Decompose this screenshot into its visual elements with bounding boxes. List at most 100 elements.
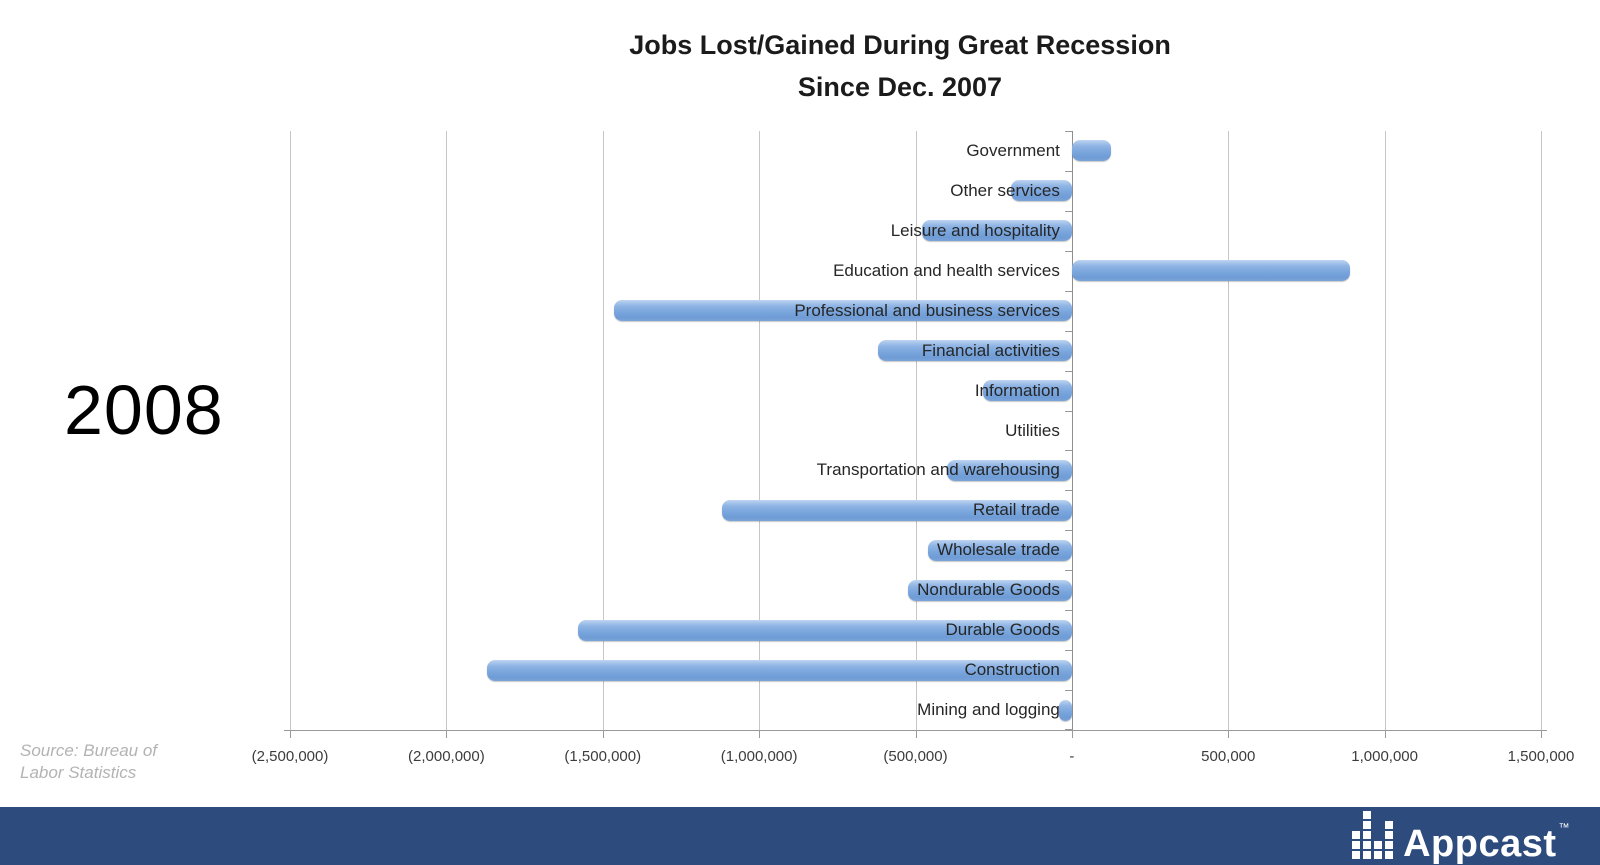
chart-title: Jobs Lost/Gained During Great Recession … bbox=[400, 24, 1400, 108]
category-axis-tick bbox=[1064, 690, 1072, 692]
gridline bbox=[759, 131, 761, 730]
gridline bbox=[446, 131, 448, 730]
logo-icon-square bbox=[1385, 820, 1394, 829]
gridline bbox=[915, 131, 917, 730]
category-label: Financial activities bbox=[921, 340, 1060, 360]
category-axis-tick bbox=[1064, 490, 1072, 492]
x-tick-label: 1,500,000 bbox=[1507, 748, 1575, 765]
category-axis-tick bbox=[1064, 450, 1072, 452]
bar bbox=[946, 459, 1072, 481]
year-label: 2008 bbox=[64, 371, 224, 449]
x-axis-tick bbox=[1384, 730, 1386, 738]
x-tick-label: (500,000) bbox=[883, 748, 948, 765]
logo-icon-square bbox=[1374, 840, 1383, 849]
x-axis-tick bbox=[602, 730, 604, 738]
logo-icon-column bbox=[1363, 810, 1372, 859]
category-axis-tick bbox=[1064, 250, 1072, 252]
x-tick-label: (1,000,000) bbox=[720, 748, 798, 765]
source-note-line1: Source: Bureau of bbox=[20, 741, 158, 760]
x-tick-label: - bbox=[1069, 748, 1075, 765]
x-axis-tick bbox=[915, 730, 917, 738]
gridline bbox=[290, 131, 291, 730]
logo-icon-square bbox=[1363, 810, 1372, 819]
bar bbox=[1071, 260, 1351, 282]
x-tick-label: 1,000,000 bbox=[1351, 748, 1418, 765]
category-axis-tick bbox=[1064, 410, 1072, 412]
zero-axis-line bbox=[1071, 131, 1073, 730]
logo-icon-square bbox=[1363, 830, 1372, 839]
category-axis-tick bbox=[1064, 330, 1072, 332]
x-axis-tick bbox=[759, 730, 761, 738]
x-axis-tick bbox=[1228, 730, 1230, 738]
x-axis-tick bbox=[446, 730, 448, 738]
logo-icon-column bbox=[1352, 830, 1361, 859]
gridline bbox=[1228, 131, 1230, 730]
bar bbox=[907, 579, 1072, 601]
category-axis-tick bbox=[1064, 170, 1072, 172]
gridline bbox=[1384, 131, 1386, 730]
gridline bbox=[602, 131, 604, 730]
x-axis-labels: (2,500,000) (2,000,000) (1,500,000) (1,000,… bbox=[252, 748, 1575, 772]
category-label: Durable Goods bbox=[945, 620, 1060, 640]
category-label: Other services bbox=[950, 180, 1060, 200]
bar bbox=[921, 220, 1072, 242]
source-note: Source: Bureau of Labor Statistics bbox=[20, 740, 157, 784]
logo-icon-square bbox=[1363, 840, 1372, 849]
x-tick-label: (1,500,000) bbox=[564, 748, 642, 765]
category-label: Transportation and warehousing bbox=[816, 460, 1060, 480]
category-label: Mining and logging bbox=[917, 700, 1060, 720]
category-axis-tick bbox=[1064, 131, 1072, 132]
category-label: Wholesale trade bbox=[937, 540, 1060, 560]
x-axis-line bbox=[284, 730, 1547, 731]
logo-icon-column bbox=[1374, 840, 1383, 859]
bar bbox=[1059, 699, 1072, 721]
appcast-brand-name: Appcast bbox=[1403, 822, 1557, 865]
category-label: Utilities bbox=[1005, 420, 1060, 440]
appcast-logo-text: Appcast ™ bbox=[1403, 822, 1570, 865]
bar bbox=[577, 619, 1072, 641]
category-axis-tick bbox=[1064, 570, 1072, 572]
logo-icon-column bbox=[1385, 820, 1394, 859]
logo-icon-square bbox=[1363, 820, 1372, 829]
category-axis-tick bbox=[1064, 729, 1072, 730]
logo-icon-square bbox=[1363, 850, 1372, 859]
chart-title-line2: Since Dec. 2007 bbox=[797, 72, 1003, 102]
x-axis-tick bbox=[1071, 730, 1073, 738]
category-label: Professional and business services bbox=[794, 300, 1060, 320]
x-tick-label: 500,000 bbox=[1201, 748, 1256, 765]
plot-area: Government Other services Leisure and hosp… bbox=[284, 131, 1547, 738]
category-label: Nondurable Goods bbox=[917, 580, 1060, 600]
bar bbox=[928, 539, 1072, 561]
category-label: Education and health services bbox=[833, 260, 1060, 280]
category-axis-tick bbox=[1064, 650, 1072, 652]
category-axis-tick bbox=[1064, 290, 1072, 292]
category-label: Leisure and hospitality bbox=[890, 220, 1060, 240]
category-label: Information bbox=[974, 380, 1060, 400]
bar bbox=[982, 380, 1072, 402]
bar bbox=[721, 499, 1072, 521]
category-axis-tick bbox=[1064, 210, 1072, 212]
logo-icon-square bbox=[1352, 840, 1361, 849]
footer-bar: Appcast ™ bbox=[0, 807, 1600, 865]
bar bbox=[487, 659, 1072, 681]
logo-icon-square bbox=[1385, 840, 1394, 849]
category-axis-tick bbox=[1064, 370, 1072, 372]
bar bbox=[613, 300, 1072, 322]
category-label: Government bbox=[966, 140, 1060, 160]
x-tick-label: (2,500,000) bbox=[251, 748, 329, 765]
appcast-equalizer-icon bbox=[1352, 810, 1394, 862]
bar bbox=[1071, 140, 1111, 162]
source-note-line2: Labor Statistics bbox=[20, 763, 137, 782]
category-axis-tick bbox=[1064, 530, 1072, 532]
appcast-logo: Appcast ™ bbox=[1352, 810, 1570, 865]
logo-icon-square bbox=[1385, 830, 1394, 839]
category-label: Construction bbox=[964, 660, 1060, 680]
gridline bbox=[1541, 131, 1542, 730]
trademark-symbol: ™ bbox=[1558, 821, 1570, 834]
logo-icon-square bbox=[1374, 850, 1383, 859]
logo-icon-square bbox=[1352, 850, 1361, 859]
bar bbox=[1010, 180, 1072, 202]
logo-icon-square bbox=[1352, 830, 1361, 839]
chart-title-line1: Jobs Lost/Gained During Great Recession bbox=[629, 30, 1171, 60]
x-axis-tick bbox=[290, 730, 291, 738]
